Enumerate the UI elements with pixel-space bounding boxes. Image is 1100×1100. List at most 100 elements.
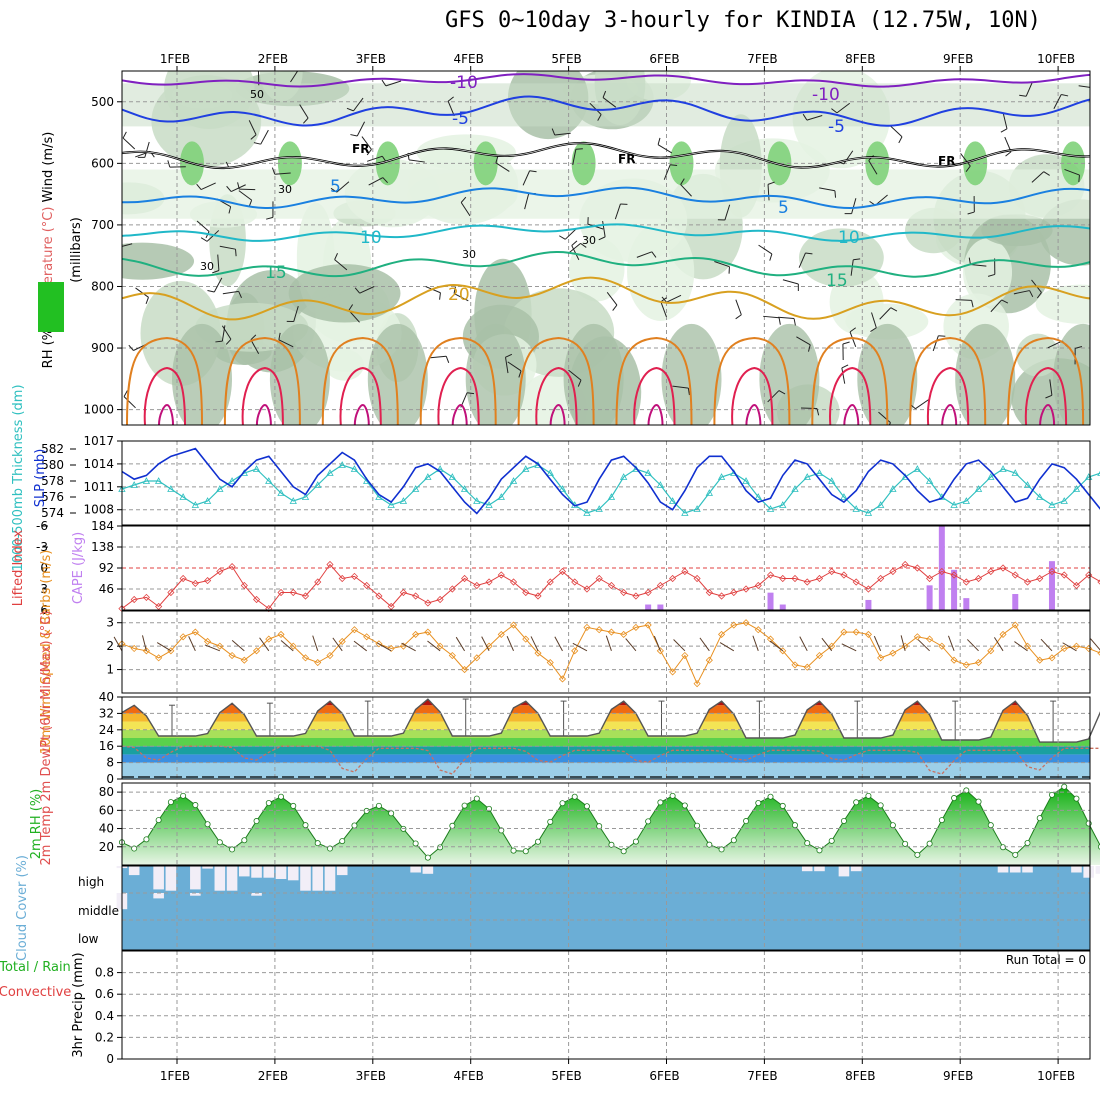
wind-barb	[278, 339, 294, 348]
wind-barb	[167, 160, 171, 168]
date-label-bottom: 4FEB	[454, 1069, 484, 1083]
rh-point	[889, 822, 896, 829]
y-tick-label: 1	[106, 663, 114, 677]
rh-shading	[669, 141, 694, 186]
cloud-bar-middle	[190, 893, 201, 896]
wind-speed-point	[1048, 654, 1056, 662]
y-tick-label: 3	[106, 616, 114, 630]
thickness-point	[925, 477, 934, 484]
thickness-point	[681, 509, 689, 516]
cape-bar	[951, 569, 958, 610]
rh-point	[375, 802, 382, 809]
thickness-point	[754, 493, 762, 500]
isotherm-25	[517, 336, 595, 425]
slp-line	[121, 447, 1100, 515]
thickness-point	[987, 473, 995, 480]
wind-barb	[128, 344, 134, 351]
date-label-top: 1FEB	[160, 52, 190, 66]
lifted-index-point	[877, 574, 885, 583]
wind-speed-point	[705, 656, 713, 664]
temp-line	[121, 698, 1100, 743]
thickness-point	[999, 465, 1007, 472]
wind-barb	[888, 422, 891, 425]
thickness-point	[216, 485, 224, 492]
lifted-index-point	[412, 592, 420, 600]
date-label-top: 10FEB	[1037, 52, 1075, 66]
wind-speed-point	[228, 651, 236, 660]
date-label-bottom: 2FEB	[258, 1069, 288, 1083]
isotherm-30	[633, 366, 676, 425]
upper-air-ylabel-part: Wind (m/s)	[41, 132, 56, 207]
rh-point	[902, 840, 909, 847]
rh-point	[791, 822, 798, 829]
y-tick-label: 0.2	[95, 1030, 114, 1044]
wind-barb	[1029, 290, 1034, 298]
rh-point	[620, 848, 627, 855]
y-tick-label: 60	[99, 803, 114, 817]
thickness-point	[448, 473, 457, 480]
chart-title: GFS 0~10day 3-hourly for KINDIA (12.75W,…	[445, 8, 1042, 33]
lifted-index-point	[497, 571, 505, 579]
wind-speed-point	[766, 635, 775, 643]
thickness-line	[121, 464, 1100, 514]
wind-barb	[430, 355, 447, 359]
rh-point	[461, 802, 468, 809]
cloud-bar-high	[226, 866, 238, 891]
thickness-point	[191, 501, 200, 508]
wind-barb	[657, 144, 673, 154]
wind-barb	[841, 364, 849, 369]
lifted-index-point	[999, 564, 1007, 572]
upper-air-content: -10 -5 FR 5 10 15 20 -10 -5 FR FR 5 10 15 50 30 30 30 30	[122, 71, 1090, 425]
thickness-point	[876, 501, 885, 508]
wind-barb	[1002, 113, 1008, 129]
rh-point	[1036, 815, 1043, 822]
y-tick-label: 600	[91, 156, 114, 170]
y-tick-label: 1011	[83, 480, 114, 494]
isotherm-line	[122, 250, 1090, 278]
date-label-bottom: 8FEB	[845, 1069, 875, 1083]
wind-barb	[238, 190, 252, 201]
wind-barb	[806, 115, 823, 121]
lifted-index-point	[338, 574, 346, 583]
wind-barb	[796, 336, 811, 346]
wind-barb	[868, 160, 878, 175]
wind-speed-point	[632, 623, 640, 631]
rh-shading	[798, 228, 884, 287]
isotherm-label: FR	[618, 152, 635, 166]
cloud-bar-high	[1071, 866, 1082, 873]
lifted-index-point	[485, 578, 493, 586]
isotherm-25	[321, 336, 399, 425]
rh-point	[241, 837, 248, 844]
wind-speed-point	[473, 654, 481, 662]
wind-speed-point	[314, 658, 322, 667]
wind-speed-point	[436, 642, 444, 650]
temp-band	[122, 754, 1090, 763]
isotherm-25	[126, 336, 203, 425]
rh-shading	[465, 323, 526, 425]
wind-barb	[219, 245, 236, 250]
wind-barb	[253, 142, 261, 145]
lifted-index-point	[363, 581, 371, 590]
wind-barb	[735, 314, 742, 320]
cloud-bar-high	[1083, 866, 1094, 878]
lifted-index-point	[840, 571, 848, 579]
wind-speed-point	[301, 654, 310, 662]
thickness-point	[668, 497, 677, 504]
wind-barb	[778, 317, 781, 325]
thickness-point	[840, 493, 848, 500]
cape-lifted-index-panel: 46 92 138 184 -6 -3 0 3 6 Lifted Index CAPE (J/kg)	[11, 519, 1100, 617]
wind-barb	[1036, 292, 1042, 299]
wind-speed-point	[1072, 642, 1081, 650]
lifted-index-point	[1072, 581, 1081, 590]
wind-barb	[831, 108, 838, 114]
wind-barb	[505, 353, 513, 358]
wind-barb	[680, 178, 685, 185]
wind-barb	[239, 188, 256, 191]
panel-frame	[121, 525, 1091, 611]
wind-barb	[156, 642, 172, 652]
isotherm-line	[122, 142, 1090, 169]
wind-barb	[971, 300, 974, 308]
wind-speed-point	[644, 621, 652, 629]
cloud-cover-panel: high middle low Cloud Cover (%)	[15, 855, 1100, 961]
y-tick-label: 46	[99, 582, 114, 596]
